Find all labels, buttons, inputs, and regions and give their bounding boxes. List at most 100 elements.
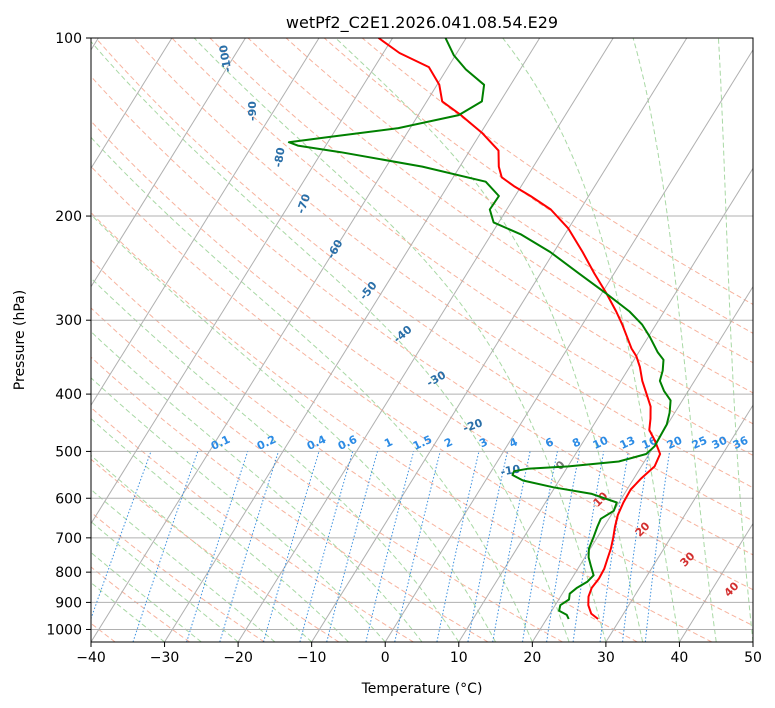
mixing-ratio-line <box>326 451 378 642</box>
moist-adiabat-line <box>91 417 349 642</box>
x-tick-label: −10 <box>297 650 327 666</box>
mixing-ratio-label: 36 <box>731 434 751 452</box>
y-tick-label: 400 <box>55 387 82 403</box>
dry-adiabat-label: -60 <box>324 237 345 261</box>
isotherm-line <box>458 167 753 642</box>
isotherm-line <box>91 38 320 407</box>
dry-adiabat-line <box>285 38 753 364</box>
moist-adiabat-label: 0 <box>553 458 568 473</box>
moist-adiabat-line <box>91 488 276 642</box>
y-tick-label: 200 <box>55 209 82 225</box>
moist-adiabat-line <box>91 277 460 642</box>
isotherm-line <box>91 38 173 170</box>
dry-adiabat-label: -30 <box>424 368 448 389</box>
dry-adiabat-line <box>171 38 753 456</box>
x-axis-label: Temperature (°C) <box>361 681 483 697</box>
mixing-ratio-label: 6 <box>543 435 556 450</box>
mixing-ratio-line <box>91 451 152 621</box>
moist-adiabat-line <box>91 551 202 642</box>
mixing-ratio-label: 0.4 <box>305 433 328 453</box>
mixing-ratio-line <box>219 451 279 642</box>
dewpoint-line <box>287 38 672 620</box>
isotherm-line <box>237 38 614 642</box>
moist-adiabat-label: 20 <box>633 519 653 539</box>
dry-adiabat-label: -20 <box>461 416 484 435</box>
dry-adiabat-line <box>91 307 563 642</box>
y-tick-label: 900 <box>55 595 82 611</box>
isotherm-line <box>384 48 753 642</box>
dry-adiabat-line <box>91 566 190 642</box>
mixing-ratio-label: 8 <box>570 435 582 450</box>
dry-adiabat-label: -10 <box>499 462 521 478</box>
dry-adiabat-line <box>247 38 753 394</box>
mixing-ratio-label: 0.2 <box>255 433 278 453</box>
mixing-ratio-label: 1 <box>382 435 394 450</box>
dry-adiabat-label: -90 <box>246 101 259 121</box>
dry-adiabat-label: -80 <box>271 146 287 168</box>
dry-adiabat-line <box>323 38 753 334</box>
mixing-ratio-line <box>467 451 508 642</box>
chart-title: wetPf2_C2E1.2026.041.08.54.E29 <box>286 13 558 33</box>
dry-adiabat-label: -70 <box>294 192 313 215</box>
moist-adiabat-line <box>91 330 423 642</box>
moist-adiabat-line <box>91 40 570 642</box>
moist-adiabat-line <box>718 38 753 642</box>
isotherm-line <box>164 38 541 642</box>
mixing-ratio-label: 30 <box>710 434 730 452</box>
dry-adiabat-line <box>91 120 753 591</box>
dry-adiabat-line <box>91 211 713 642</box>
x-tick-label: 40 <box>671 650 689 666</box>
y-tick-label: 300 <box>55 313 82 329</box>
moist-adiabat-line <box>91 136 533 642</box>
moist-adiabat-line <box>91 521 239 642</box>
mixing-ratio-label: 0.1 <box>209 433 232 453</box>
x-tick-label: −30 <box>150 650 180 666</box>
dry-adiabat-line <box>91 75 753 556</box>
isotherm-line <box>605 404 753 642</box>
dry-adiabat-label: -40 <box>391 323 415 346</box>
isotherm-line <box>91 38 246 288</box>
y-tick-label: 1000 <box>46 622 82 638</box>
dry-adiabat-line <box>361 38 753 305</box>
y-tick-label: 800 <box>55 565 82 581</box>
isotherm-line <box>531 285 753 642</box>
mixing-ratio-label: 10 <box>591 434 611 452</box>
dry-adiabat-line <box>91 511 265 642</box>
plot-area: -100 -90 -80 -70 -60 -50 -40 -30 -20 -10 0.1 0.2 0.4… <box>91 38 753 642</box>
isotherm-line <box>91 38 467 642</box>
mixing-ratio-label: 13 <box>618 434 637 452</box>
moist-adiabat-line <box>91 454 313 642</box>
x-tick-label: 30 <box>597 650 615 666</box>
mixing-ratio-label: 4 <box>507 435 520 450</box>
mixing-ratio-label: 25 <box>690 434 709 452</box>
temperature-line <box>378 38 662 620</box>
mixing-ratio-label: 2 <box>442 435 454 450</box>
moist-adiabat-line <box>502 38 680 642</box>
mixing-ratio-line <box>186 451 249 642</box>
x-tick-label: −40 <box>76 650 106 666</box>
mixing-ratio-line <box>132 451 199 642</box>
x-tick-label: 20 <box>523 650 541 666</box>
x-tick-label: −20 <box>223 650 253 666</box>
dry-adiabat-line <box>133 38 753 489</box>
y-tick-label: 500 <box>55 444 82 460</box>
isotherm-line <box>752 641 753 642</box>
moist-adiabat-line <box>335 38 644 642</box>
mixing-ratio-line <box>622 451 650 642</box>
x-tick-label: 50 <box>744 650 762 666</box>
y-axis-label: Pressure (hPa) <box>12 290 28 390</box>
mixing-ratio-line <box>394 451 441 642</box>
dry-adiabat-line <box>95 38 753 522</box>
dry-adiabat-line <box>91 458 340 642</box>
x-tick-label: 10 <box>450 650 468 666</box>
mixing-ratio-line <box>299 451 354 642</box>
moist-adiabat-line <box>91 213 497 642</box>
y-tick-label: 100 <box>55 31 82 47</box>
mixing-ratio-label: 0.6 <box>336 433 359 453</box>
dry-adiabat-label: -100 <box>217 44 235 74</box>
x-tick-label: 0 <box>381 650 390 666</box>
isotherm-line <box>91 38 394 525</box>
mixing-ratio-line <box>522 451 558 642</box>
mixing-ratio-line <box>644 451 671 642</box>
